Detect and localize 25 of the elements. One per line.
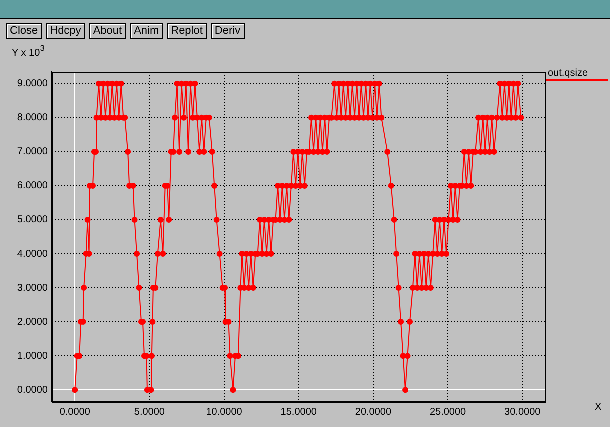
toolbar-button: Replot [167, 23, 207, 39]
text: out.qsize [548, 68, 588, 79]
y-tick-label: 4.0000 [17, 248, 48, 260]
x-tick-label: 5.0000 [134, 406, 166, 418]
y-tick-label: 8.0000 [17, 112, 48, 124]
x-tick-label: 15.0000 [280, 406, 318, 418]
toolbar-button: Hdcpy [46, 23, 86, 39]
y-tick-label: 2.0000 [17, 316, 48, 328]
toolbar-button: Deriv [210, 23, 245, 39]
toolbar-button: Close [6, 23, 42, 39]
y-tick-label: 3.0000 [17, 282, 48, 294]
y-tick-label: 9.0000 [17, 78, 48, 90]
y-tick-label: 7.0000 [17, 146, 48, 158]
x-tick-label: 30.0000 [504, 406, 542, 418]
y-tick-label: 0.0000 [17, 384, 48, 396]
x-axis-title: X [595, 402, 602, 413]
x-tick-label: 20.0000 [355, 406, 392, 418]
x-tick-label: 10.0000 [206, 406, 243, 418]
x-tick-label: 25.0000 [430, 406, 467, 418]
toolbar-button: Anim [130, 23, 164, 39]
toolbar-button: About [89, 23, 126, 39]
y-tick-label: 6.0000 [17, 180, 48, 192]
y-tick-label: 5.0000 [17, 214, 48, 226]
x-tick-label: 0.0000 [60, 406, 91, 418]
y-tick-label: 1.0000 [17, 350, 48, 362]
